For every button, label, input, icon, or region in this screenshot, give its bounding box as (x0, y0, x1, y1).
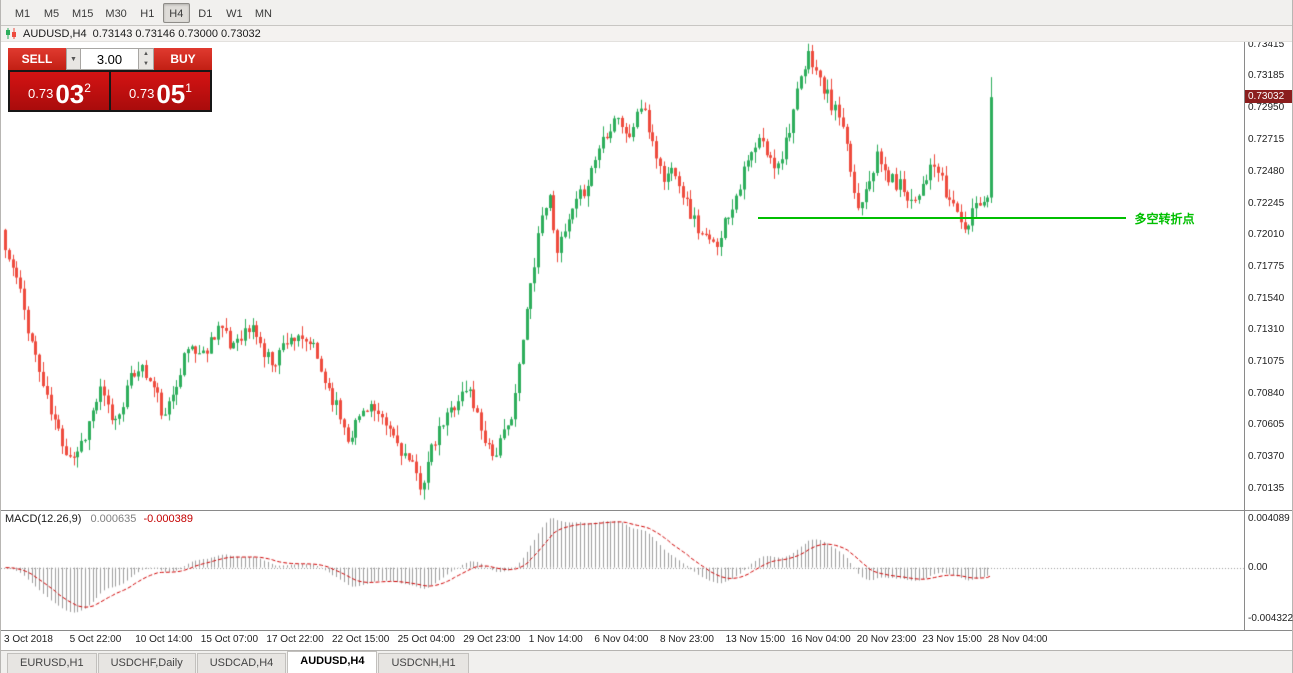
timeframe-button-m5[interactable]: M5 (43, 7, 60, 20)
price-axis-label: 0.72010 (1248, 229, 1285, 241)
volume-down-icon[interactable]: ▼ (139, 59, 153, 69)
ask-price-pipette: 1 (185, 81, 192, 95)
candlestick-chart[interactable] (1, 42, 1246, 510)
price-axis-label: 0.70605 (1248, 419, 1285, 431)
bid-price-pipette: 2 (84, 81, 91, 95)
time-axis-label: 16 Nov 04:00 (791, 634, 851, 645)
macd-chart[interactable] (1, 511, 1246, 631)
chart-symbol-period: AUDUSD,H4 (23, 27, 87, 40)
timeframe-button-d1[interactable]: D1 (198, 7, 213, 20)
time-axis-label: 13 Nov 15:00 (725, 634, 786, 645)
price-axis-label: 0.70840 (1248, 387, 1285, 399)
time-axis-label: 22 Oct 15:00 (332, 634, 390, 645)
volume-up-icon[interactable]: ▲ (139, 49, 153, 59)
price-axis-label: 0.71540 (1248, 292, 1285, 304)
time-axis-label: 25 Oct 04:00 (397, 634, 455, 645)
price-axis-label: 0.73415 (1248, 39, 1285, 51)
time-axis-label: 17 Oct 22:00 (266, 634, 324, 645)
time-axis-label: 1 Nov 14:00 (528, 634, 583, 645)
chart-tab-bar: EURUSD,H1 USDCHF,Daily USDCAD,H4 AUDUSD,H4 U… (1, 650, 1292, 673)
timeframe-button-m15[interactable]: M15 (72, 7, 94, 20)
time-axis-label: 29 Oct 23:00 (463, 634, 521, 645)
chart-window: AUDUSD,H4 0.73143 0.73146 0.73000 0.7303… (1, 26, 1292, 510)
price-axis-label: 0.71310 (1248, 324, 1285, 336)
buy-price-display[interactable]: 0.73 05 1 (111, 72, 210, 110)
trendline-annotation-label[interactable]: 多空转折点 (1134, 211, 1195, 226)
price-axis-label: 0.72950 (1248, 102, 1285, 114)
one-click-trading-panel: SELL ▼ ▲ ▼ BUY 0.73 03 2 0.73 05 1 (8, 48, 214, 112)
timeframe-toolbar: M1 M5 M15 M30 H1 H4 D1 W1 MN (1, 0, 1292, 26)
time-axis-label: 6 Nov 04:00 (594, 634, 649, 645)
time-axis-label: 3 Oct 2018 (4, 634, 53, 645)
current-price-tag: 0.73032 (1245, 90, 1292, 104)
sell-price-display[interactable]: 0.73 03 2 (10, 72, 109, 110)
bid-price-prefix: 0.73 (28, 86, 54, 101)
macd-signal-value: -0.000389 (143, 513, 193, 525)
trade-prices-row: 0.73 03 2 0.73 05 1 (8, 70, 212, 112)
chart-tab-usdchf-daily[interactable]: USDCHF,Daily (97, 653, 196, 673)
chart-header: AUDUSD,H4 0.73143 0.73146 0.73000 0.7303… (1, 26, 1292, 42)
time-axis-label: 20 Nov 23:00 (856, 634, 917, 645)
macd-name: MACD(12.26,9) (5, 513, 82, 525)
volume-dropdown-icon[interactable]: ▼ (66, 48, 81, 70)
price-axis-label: 0.72715 (1248, 134, 1285, 146)
ask-price-big-digits: 05 (156, 79, 186, 109)
time-axis-label: 23 Nov 15:00 (922, 634, 982, 645)
bid-price-big-digits: 03 (55, 79, 85, 109)
support-trendline[interactable] (757, 216, 1127, 219)
macd-axis-label: 0.00 (1248, 561, 1268, 573)
trade-controls-row: SELL ▼ ▲ ▼ BUY (8, 48, 212, 70)
chart-tab-usdcnh-h1[interactable]: USDCNH,H1 (378, 653, 469, 673)
timeframe-button-w1[interactable]: W1 (226, 7, 243, 20)
timeframe-button-h1[interactable]: H1 (140, 7, 155, 20)
macd-axis-label: -0.004322 (1248, 613, 1293, 624)
chart-tab-audusd-h4[interactable]: AUDUSD,H4 (287, 651, 378, 673)
candlestick-chart-icon (6, 28, 16, 39)
timeframe-button-mn[interactable]: MN (254, 7, 272, 20)
price-axis[interactable]: 0.73032 0.73415 0.73185 0.72950 0.72715 0.72… (1244, 39, 1292, 510)
price-axis-label: 0.72245 (1248, 197, 1285, 209)
chart-tab-eurusd-h1[interactable]: EURUSD,H1 (7, 653, 97, 673)
volume-input[interactable] (81, 48, 139, 70)
timeframe-button-h4[interactable]: H4 (162, 2, 190, 23)
chart-ohlc-values: 0.73143 0.73146 0.73000 0.73032 (92, 27, 261, 40)
price-axis-label: 0.70370 (1248, 451, 1285, 463)
macd-pane: MACD(12.26,9) 0.000635 -0.000389 0.00408… (1, 510, 1293, 631)
sell-button[interactable]: SELL (8, 48, 66, 70)
volume-stepper: ▲ ▼ (139, 48, 154, 70)
macd-axis[interactable]: 0.004089 0.00 -0.004322 (1244, 511, 1293, 630)
price-axis-label: 0.72480 (1248, 165, 1285, 177)
time-axis-label: 10 Oct 14:00 (135, 634, 193, 645)
time-axis-label: 5 Oct 22:00 (69, 634, 122, 645)
macd-main-value: 0.000635 (90, 513, 137, 525)
chart-tab-usdcad-h4[interactable]: USDCAD,H4 (196, 653, 287, 673)
timeframe-button-m30[interactable]: M30 (105, 7, 127, 20)
ask-price-prefix: 0.73 (129, 86, 155, 101)
time-axis[interactable]: 3 Oct 2018 5 Oct 22:00 10 Oct 14:00 15 Oct … (1, 630, 1292, 650)
macd-indicator-label: MACD(12.26,9) 0.000635 -0.000389 (5, 513, 193, 525)
time-axis-label: 8 Nov 23:00 (660, 634, 714, 645)
price-axis-label: 0.73185 (1248, 70, 1285, 82)
time-axis-label: 15 Oct 07:00 (200, 634, 259, 645)
macd-axis-label: 0.004089 (1248, 513, 1290, 524)
timeframe-button-m1[interactable]: M1 (14, 7, 31, 20)
price-axis-label: 0.71775 (1248, 261, 1285, 273)
buy-button[interactable]: BUY (154, 48, 212, 70)
price-axis-label: 0.70135 (1248, 483, 1285, 495)
time-axis-label: 28 Nov 04:00 (988, 634, 1048, 645)
price-axis-label: 0.71075 (1248, 355, 1285, 367)
